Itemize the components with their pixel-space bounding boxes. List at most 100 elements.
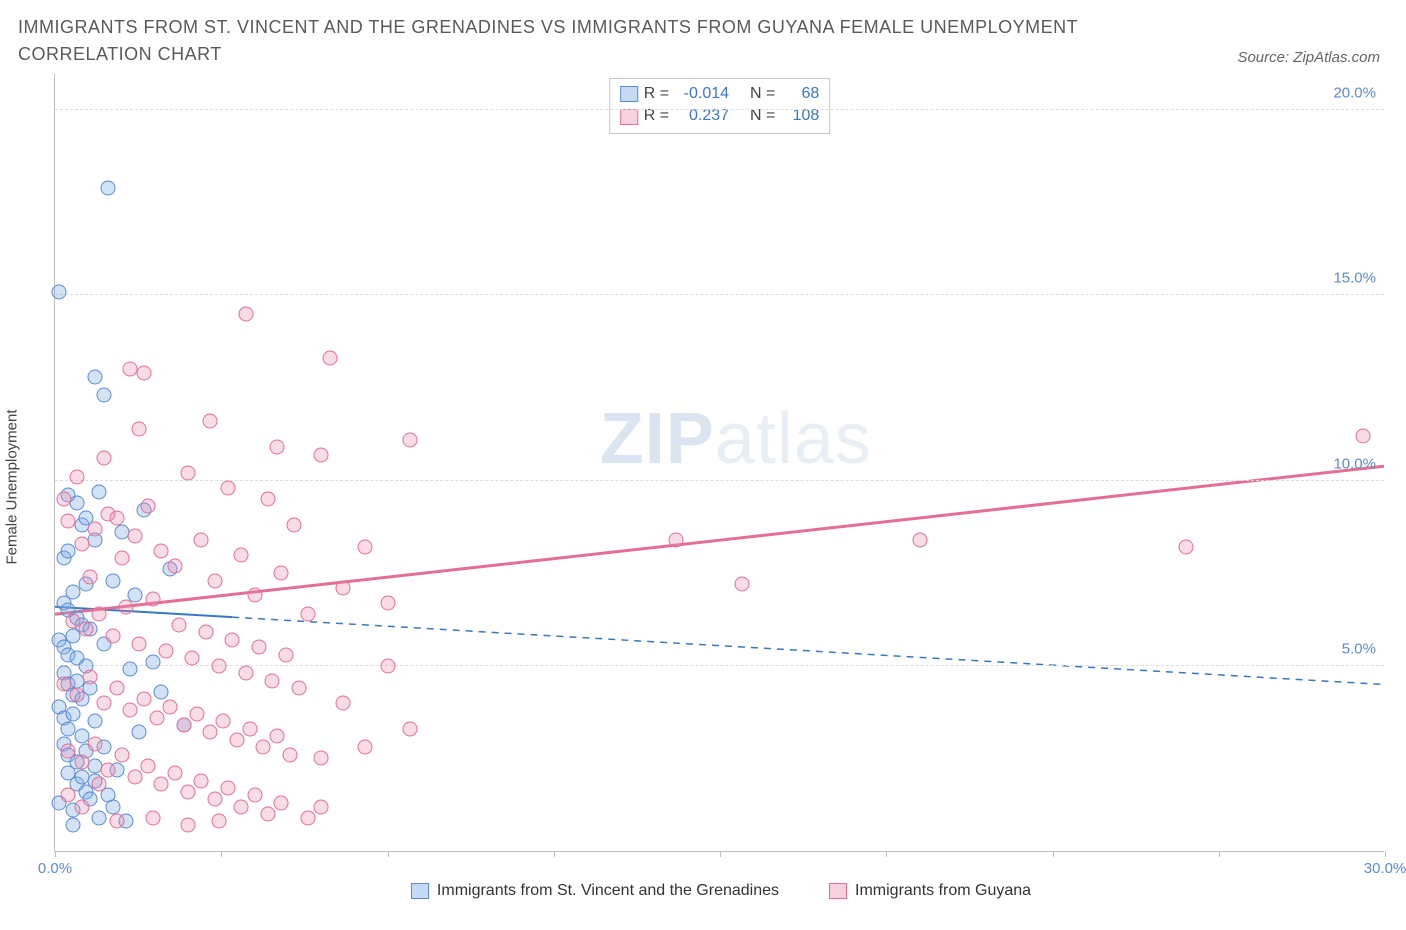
data-point-b	[141, 758, 156, 773]
n-value-a: 68	[781, 83, 819, 105]
data-point-b	[136, 692, 151, 707]
data-point-b	[110, 510, 125, 525]
data-point-b	[278, 647, 293, 662]
data-point-a	[74, 769, 89, 784]
data-point-b	[220, 480, 235, 495]
watermark-light: atlas	[715, 399, 872, 479]
data-point-b	[243, 721, 258, 736]
data-point-a	[105, 573, 120, 588]
data-point-b	[61, 743, 76, 758]
data-point-b	[216, 714, 231, 729]
data-point-b	[74, 536, 89, 551]
chart-header: IMMIGRANTS FROM ST. VINCENT AND THE GREN…	[18, 14, 1388, 68]
watermark: ZIPatlas	[600, 398, 872, 480]
gridline-h	[55, 665, 1384, 666]
data-point-b	[358, 540, 373, 555]
data-point-b	[154, 543, 169, 558]
data-point-b	[123, 362, 138, 377]
x-tick	[886, 851, 887, 857]
data-point-b	[265, 673, 280, 688]
data-point-b	[380, 658, 395, 673]
data-point-b	[127, 769, 142, 784]
data-point-b	[61, 788, 76, 803]
data-point-b	[74, 799, 89, 814]
chart-title: IMMIGRANTS FROM ST. VINCENT AND THE GREN…	[18, 14, 1128, 68]
data-point-a	[52, 284, 67, 299]
data-point-b	[92, 606, 107, 621]
swatch-series-a	[411, 883, 429, 899]
data-point-a	[101, 180, 116, 195]
data-point-b	[118, 599, 133, 614]
data-point-b	[256, 740, 271, 755]
y-tick-label: 15.0%	[1333, 270, 1376, 287]
swatch-series-a	[620, 86, 638, 102]
data-point-b	[274, 795, 289, 810]
data-point-b	[735, 577, 750, 592]
data-point-b	[136, 366, 151, 381]
gridline-h	[55, 294, 1384, 295]
series-legend: Immigrants from St. Vincent and the Gren…	[54, 882, 1388, 900]
x-tick	[55, 851, 56, 857]
plot-area: ZIPatlas R = -0.014 N = 68 R = 0.237 N =…	[54, 74, 1384, 852]
data-point-b	[358, 740, 373, 755]
data-point-b	[238, 306, 253, 321]
data-point-b	[172, 618, 187, 633]
data-point-b	[127, 529, 142, 544]
data-point-b	[79, 621, 94, 636]
data-point-a	[145, 655, 160, 670]
swatch-series-b	[620, 109, 638, 125]
data-point-b	[314, 751, 329, 766]
data-point-b	[207, 792, 222, 807]
data-point-b	[912, 532, 927, 547]
data-point-b	[87, 521, 102, 536]
data-point-b	[212, 814, 227, 829]
data-point-b	[110, 681, 125, 696]
data-point-b	[181, 784, 196, 799]
legend-item: Immigrants from St. Vincent and the Gren…	[411, 882, 779, 900]
swatch-series-b	[829, 883, 847, 899]
data-point-b	[251, 640, 266, 655]
x-tick	[554, 851, 555, 857]
data-point-b	[132, 636, 147, 651]
legend-item: Immigrants from Guyana	[829, 882, 1031, 900]
r-value-a: -0.014	[675, 83, 729, 105]
data-point-a	[154, 684, 169, 699]
data-point-b	[74, 755, 89, 770]
data-point-b	[402, 721, 417, 736]
data-point-b	[56, 677, 71, 692]
data-point-b	[101, 762, 116, 777]
data-point-b	[225, 632, 240, 647]
data-point-a	[65, 818, 80, 833]
data-point-b	[181, 466, 196, 481]
x-tick	[1385, 851, 1386, 857]
data-point-b	[96, 451, 111, 466]
data-point-b	[70, 469, 85, 484]
data-point-b	[141, 499, 156, 514]
data-point-b	[247, 588, 262, 603]
data-point-b	[238, 666, 253, 681]
legend-label-a: Immigrants from St. Vincent and the Gren…	[437, 882, 779, 900]
data-point-a	[132, 725, 147, 740]
x-tick	[388, 851, 389, 857]
data-point-b	[163, 699, 178, 714]
data-point-b	[300, 810, 315, 825]
data-point-a	[92, 810, 107, 825]
data-point-b	[274, 566, 289, 581]
data-point-b	[114, 551, 129, 566]
data-point-b	[282, 747, 297, 762]
data-point-b	[380, 595, 395, 610]
data-point-b	[185, 651, 200, 666]
x-tick-label: 0.0%	[38, 860, 72, 877]
source-attribution: Source: ZipAtlas.com	[1237, 49, 1380, 66]
data-point-b	[212, 658, 227, 673]
data-point-b	[176, 718, 191, 733]
data-point-b	[87, 736, 102, 751]
trendline-a-extrapolated	[232, 617, 1384, 684]
data-point-b	[110, 814, 125, 829]
data-point-b	[220, 781, 235, 796]
data-point-a	[70, 495, 85, 510]
gridline-h	[55, 480, 1384, 481]
data-point-b	[181, 818, 196, 833]
data-point-b	[287, 517, 302, 532]
data-point-b	[260, 806, 275, 821]
